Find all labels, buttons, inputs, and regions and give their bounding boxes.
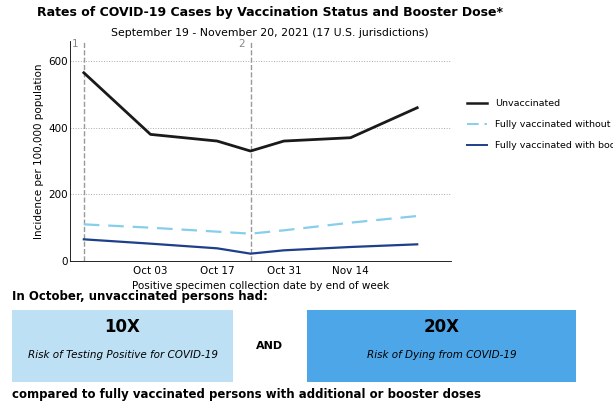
Text: AND: AND <box>256 341 283 351</box>
Text: 20X: 20X <box>424 318 459 336</box>
Text: 2: 2 <box>238 39 245 49</box>
Y-axis label: Incidence per 100,000 population: Incidence per 100,000 population <box>34 63 44 239</box>
Text: Rates of COVID-19 Cases by Vaccination Status and Booster Dose*: Rates of COVID-19 Cases by Vaccination S… <box>37 6 503 19</box>
Text: Risk of Testing Positive for COVID-19: Risk of Testing Positive for COVID-19 <box>28 350 218 360</box>
Text: September 19 - November 20, 2021 (17 U.S. jurisdictions): September 19 - November 20, 2021 (17 U.S… <box>111 28 428 38</box>
Text: In October, unvaccinated persons had:: In October, unvaccinated persons had: <box>12 290 268 303</box>
Text: Risk of Dying from COVID-19: Risk of Dying from COVID-19 <box>367 350 516 360</box>
Text: 1: 1 <box>72 39 78 49</box>
Legend: Unvaccinated, Fully vaccinated without booster dose*, Fully vaccinated with boos: Unvaccinated, Fully vaccinated without b… <box>466 99 613 150</box>
X-axis label: Positive specimen collection date by end of week: Positive specimen collection date by end… <box>132 282 389 291</box>
Text: compared to fully vaccinated persons with additional or booster doses: compared to fully vaccinated persons wit… <box>12 388 481 402</box>
Text: 10X: 10X <box>105 318 140 336</box>
